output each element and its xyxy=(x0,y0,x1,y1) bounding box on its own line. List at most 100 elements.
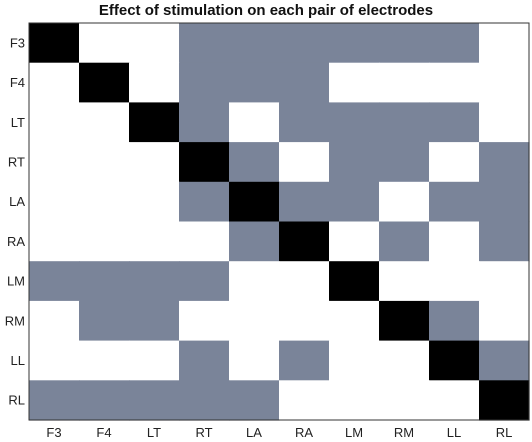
heatmap-cell-LL-LA xyxy=(229,340,280,381)
heatmap-cell-RM-LL xyxy=(429,300,480,342)
heatmap-cell-RA-F4 xyxy=(79,221,130,262)
heatmap-cell-F4-RA xyxy=(279,62,330,103)
heatmap-cell-LM-F3 xyxy=(29,261,80,302)
heatmap-cell-RA-LT xyxy=(129,221,180,262)
column-label-LA: LA xyxy=(246,425,262,440)
heatmap-cell-F3-LL xyxy=(429,23,480,64)
heatmap-cell-LA-F3 xyxy=(29,181,80,223)
heatmap-cell-LM-RA xyxy=(279,261,330,302)
heatmap-cell-LT-RM xyxy=(379,102,430,143)
heatmap-cell-LA-LM xyxy=(329,181,380,223)
heatmap-cell-F4-LA xyxy=(229,62,280,103)
column-label-LL: LL xyxy=(447,425,461,440)
chart-title: Effect of stimulation on each pair of el… xyxy=(98,2,434,19)
heatmap-cell-LM-RM xyxy=(379,261,430,302)
heatmap-cell-LT-F3 xyxy=(29,102,80,143)
heatmap-cell-RA-LA xyxy=(229,221,280,262)
heatmap-cell-LA-LL xyxy=(429,181,480,223)
heatmap-cell-RT-LA xyxy=(229,142,280,183)
heatmap-cell-RA-RL xyxy=(479,221,530,262)
heatmap-cell-RL-RM xyxy=(379,380,430,421)
heatmap-cell-RM-F3 xyxy=(29,300,80,342)
heatmap-cell-F4-F4 xyxy=(79,62,130,103)
heatmap-cell-RM-RA xyxy=(279,300,330,342)
heatmap-cell-RL-LM xyxy=(329,380,380,421)
heatmap-cell-RL-RT xyxy=(179,380,230,421)
heatmap-cell-F3-F3 xyxy=(29,23,80,64)
heatmap-cell-RA-LM xyxy=(329,221,380,262)
heatmap-cell-LL-RL xyxy=(479,340,530,381)
row-label-RL: RL xyxy=(8,393,25,408)
heatmap-cell-RM-RT xyxy=(179,300,230,342)
heatmap-cell-F3-RM xyxy=(379,23,430,64)
heatmap-cell-RL-F4 xyxy=(79,380,130,421)
heatmap-cell-RL-F3 xyxy=(29,380,80,421)
row-label-RA: RA xyxy=(7,234,25,249)
heatmap-cell-RM-RM xyxy=(379,300,430,342)
row-label-LA: LA xyxy=(9,194,25,209)
heatmap-cell-LA-RM xyxy=(379,181,430,223)
heatmap-cell-RT-LT xyxy=(129,142,180,183)
heatmap-cell-RA-RA xyxy=(279,221,330,262)
heatmap-cell-RL-LL xyxy=(429,380,480,421)
row-labels: F3 F4 LT RT LA RA LM RM LL RL xyxy=(5,35,26,407)
heatmap-cell-LA-F4 xyxy=(79,181,130,223)
heatmap-cell-LT-F4 xyxy=(79,102,130,143)
heatmap-cell-LL-RM xyxy=(379,340,430,381)
heatmap-cell-LT-LT xyxy=(129,102,180,143)
heatmap-cell-RM-LM xyxy=(329,300,380,342)
heatmap-cell-RT-RL xyxy=(479,142,530,183)
heatmap-cell-F4-F3 xyxy=(29,62,80,103)
heatmap-cell-LM-LT xyxy=(129,261,180,302)
heatmap-cell-LT-RA xyxy=(279,102,330,143)
column-label-F3: F3 xyxy=(46,425,61,440)
heatmap-cell-RT-RM xyxy=(379,142,430,183)
column-label-F4: F4 xyxy=(96,425,111,440)
heatmap-cell-LA-LT xyxy=(129,181,180,223)
heatmap-cell-RM-LA xyxy=(229,300,280,342)
heatmap-cell-F4-RT xyxy=(179,62,230,103)
heatmap-cell-F4-RL xyxy=(479,62,530,103)
heatmap-cell-LM-RL xyxy=(479,261,530,302)
heatmap-cell-RL-RL xyxy=(479,380,530,421)
heatmap-cell-RA-RM xyxy=(379,221,430,262)
heatmap-cell-LL-LL xyxy=(429,340,480,381)
heatmap-cell-RA-RT xyxy=(179,221,230,262)
heatmap-cell-RM-RL xyxy=(479,300,530,342)
heatmap-cell-RA-F3 xyxy=(29,221,80,262)
heatmap-cell-RT-F3 xyxy=(29,142,80,183)
heatmap-cell-F3-RL xyxy=(479,23,530,64)
plot-frame xyxy=(28,22,530,421)
heatmap-cell-F4-LT xyxy=(129,62,180,103)
heatmap-cell-F3-LT xyxy=(129,23,180,64)
heatmap-cell-LA-LA xyxy=(229,181,280,223)
column-labels: F3 F4 LT RT LA RA LM RM LL RL xyxy=(46,425,512,440)
row-label-LT: LT xyxy=(11,115,25,130)
column-label-RT: RT xyxy=(195,425,212,440)
row-label-RM: RM xyxy=(5,313,25,328)
heatmap-cell-RL-LA xyxy=(229,380,280,421)
heatmap-cell-RT-RA xyxy=(279,142,330,183)
heatmap-cell-LM-RT xyxy=(179,261,230,302)
heatmap-cell-RT-F4 xyxy=(79,142,130,183)
heatmap-cell-RT-LM xyxy=(329,142,380,183)
heatmap-cell-LM-LL xyxy=(429,261,480,302)
heatmap-cell-RT-RT xyxy=(179,142,230,183)
heatmap-cell-RA-LL xyxy=(429,221,480,262)
column-label-LT: LT xyxy=(147,425,161,440)
heatmap-cell-F4-RM xyxy=(379,62,430,103)
row-label-RT: RT xyxy=(8,154,25,169)
column-label-LM: LM xyxy=(345,425,363,440)
heatmap-cell-LA-RA xyxy=(279,181,330,223)
heatmap-cell-F3-RA xyxy=(279,23,330,64)
heatmap-cell-LT-LM xyxy=(329,102,380,143)
row-label-F3: F3 xyxy=(10,35,25,50)
heatmap-cell-LL-LT xyxy=(129,340,180,381)
row-label-LL: LL xyxy=(11,353,25,368)
heatmap-cell-RL-LT xyxy=(129,380,180,421)
heatmap-cell-LA-RT xyxy=(179,181,230,223)
column-label-RM: RM xyxy=(394,425,414,440)
row-label-F4: F4 xyxy=(10,75,25,90)
heatmap-cell-LM-F4 xyxy=(79,261,130,302)
